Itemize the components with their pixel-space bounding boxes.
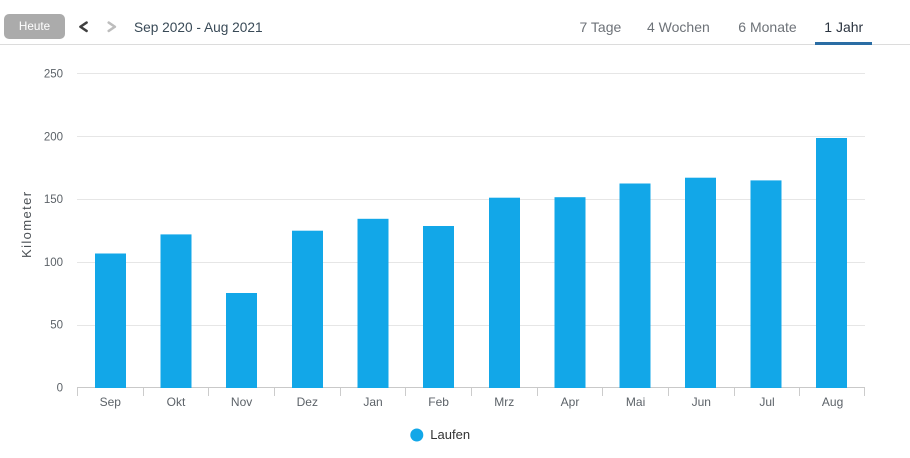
svg-text:Okt: Okt xyxy=(167,395,186,409)
svg-text:200: 200 xyxy=(44,131,63,143)
svg-text:Aug: Aug xyxy=(822,395,843,409)
svg-text:Kilometer: Kilometer xyxy=(19,190,34,258)
svg-text:Jun: Jun xyxy=(692,395,711,409)
svg-text:Nov: Nov xyxy=(231,395,252,409)
svg-text:50: 50 xyxy=(50,320,63,332)
svg-text:Dez: Dez xyxy=(297,395,318,409)
svg-text:Jul: Jul xyxy=(759,395,774,409)
svg-text:Mai: Mai xyxy=(626,395,645,409)
svg-text:Laufen: Laufen xyxy=(430,427,470,442)
svg-text:0: 0 xyxy=(57,383,63,395)
svg-text:250: 250 xyxy=(44,69,63,81)
svg-text:Sep: Sep xyxy=(100,395,122,409)
svg-text:Mrz: Mrz xyxy=(494,395,514,409)
svg-text:150: 150 xyxy=(44,194,63,206)
svg-text:Jan: Jan xyxy=(363,395,382,409)
svg-text:Feb: Feb xyxy=(428,395,449,409)
svg-text:Apr: Apr xyxy=(561,395,580,409)
svg-text:100: 100 xyxy=(44,257,63,269)
